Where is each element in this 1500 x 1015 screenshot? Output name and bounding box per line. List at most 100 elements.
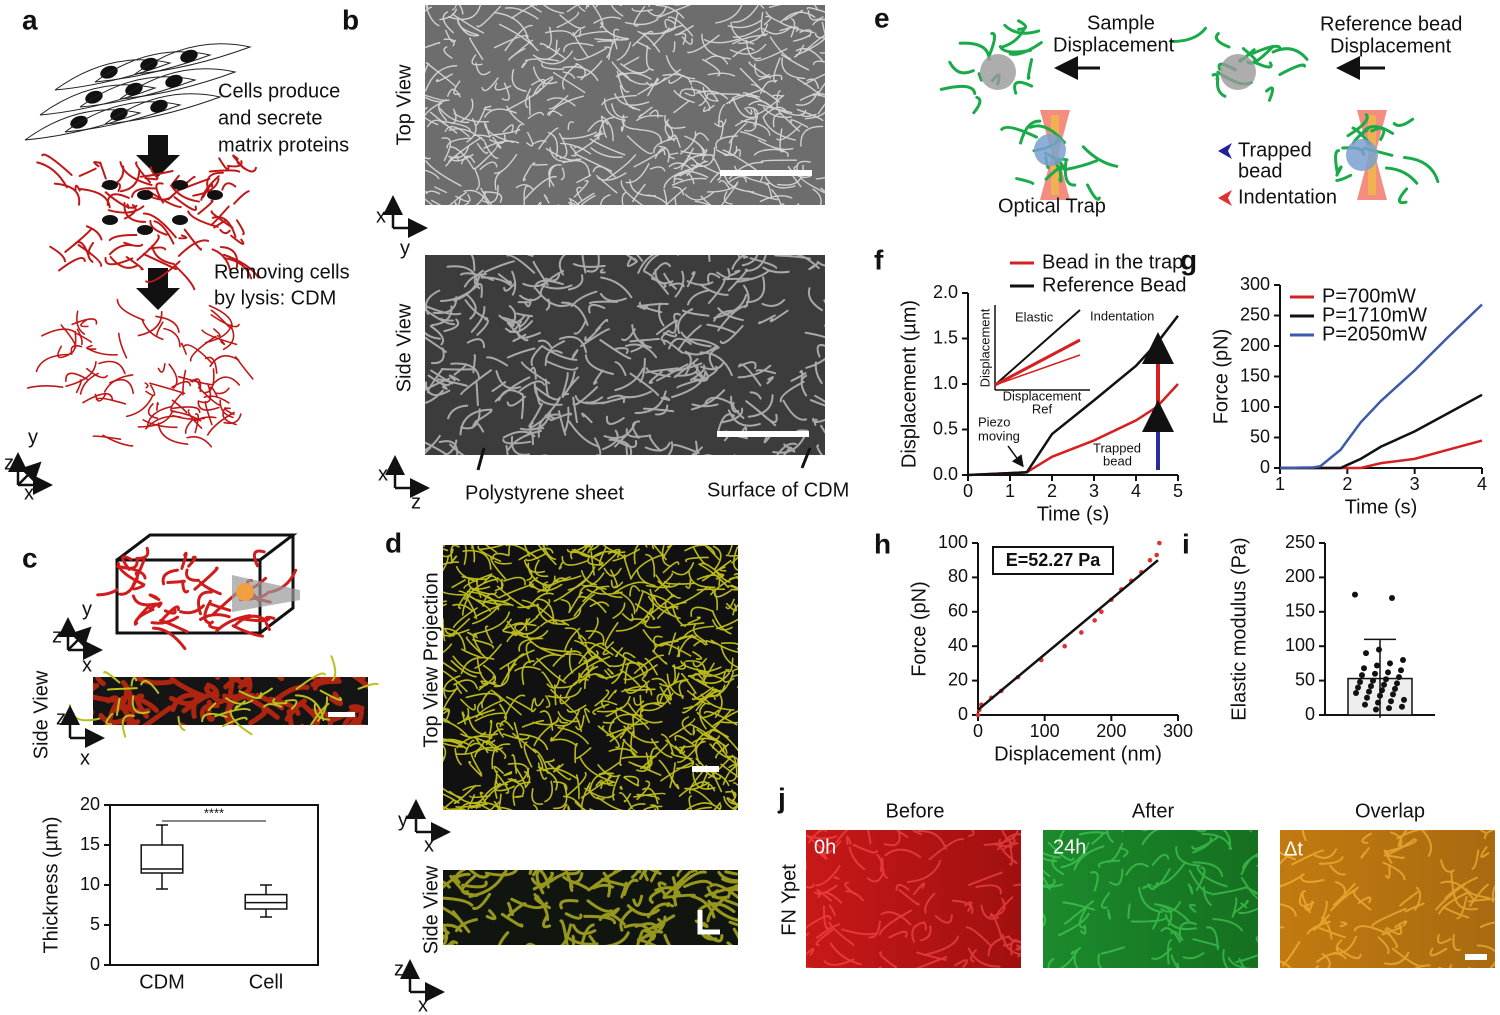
fiber [482, 191, 503, 203]
fiber [579, 757, 616, 784]
fiber [1170, 954, 1179, 968]
fiber [189, 335, 217, 362]
fiber [836, 290, 863, 300]
point [1370, 677, 1376, 684]
fiber [619, 785, 623, 790]
fiber [473, 611, 510, 635]
fiber [915, 955, 948, 968]
point [1385, 669, 1391, 676]
x-axis-label: Displacement (nm) [994, 743, 1162, 765]
fiber [104, 722, 111, 725]
fiber [806, 78, 820, 89]
fiber [623, 776, 640, 787]
fiber [726, 883, 738, 899]
fiber [594, 437, 602, 455]
fiber [692, 726, 696, 736]
fiber [182, 369, 187, 396]
fiber [610, 646, 646, 666]
fiber [542, 516, 559, 539]
fiber [80, 319, 89, 328]
fiber [663, 518, 688, 530]
fiber [612, 437, 638, 448]
fiber [567, 805, 571, 810]
fiber [481, 77, 499, 92]
fiber [489, 134, 506, 144]
fiber [569, 881, 589, 892]
fiber [749, 391, 762, 400]
fiber [659, 672, 680, 687]
fiber [562, 159, 591, 177]
fiber [1047, 841, 1075, 861]
fiber [122, 556, 139, 570]
fiber [572, 263, 606, 268]
panel-label: j [777, 782, 786, 813]
fiber [624, 18, 659, 26]
fiber [967, 871, 1003, 886]
fiber [701, 58, 721, 77]
fiber [1008, 814, 1012, 829]
point [1359, 672, 1365, 679]
fiber [504, 7, 539, 20]
fiber [206, 411, 235, 436]
fiber [651, 545, 655, 550]
fiber [425, 434, 441, 452]
fiber [235, 219, 245, 236]
fiber [602, 545, 626, 554]
fiber [134, 604, 151, 625]
fiber [671, 562, 695, 576]
fiber [591, 883, 615, 890]
fiber [603, 567, 622, 577]
fiber [728, 122, 747, 144]
fiber [685, 556, 709, 563]
fiber [1026, 872, 1036, 895]
fiber [1235, 954, 1258, 964]
fiber [222, 253, 260, 279]
point [1399, 703, 1405, 710]
fiber [1306, 920, 1331, 935]
fiber [1479, 921, 1495, 929]
fiber [581, 852, 610, 863]
fiber [1350, 972, 1379, 978]
legend-label: P=2050mW [1322, 323, 1427, 345]
fiber [493, 765, 504, 774]
fiber [187, 210, 219, 228]
fiber [716, 618, 738, 630]
fiber [419, 223, 449, 243]
fiber [399, 540, 425, 558]
fiber [214, 707, 251, 718]
fiber [717, 413, 735, 432]
fiber [139, 170, 174, 178]
fiber [710, 575, 738, 596]
fiber [478, 545, 505, 551]
fiber [422, 760, 436, 785]
fiber [711, 610, 732, 635]
fiber [816, 980, 837, 1003]
fiber [594, 671, 623, 679]
fiber [443, 661, 457, 673]
fiber [1090, 871, 1099, 892]
fiber [528, 402, 544, 428]
fiber [497, 931, 510, 945]
fiber [674, 819, 677, 830]
fiber [722, 670, 735, 683]
panel-label: h [874, 528, 891, 559]
fiber [706, 323, 737, 335]
fiber [657, 580, 681, 588]
fiber [425, 94, 450, 102]
fiber [221, 716, 248, 728]
y-tick-label: 0 [90, 954, 100, 974]
fiber [718, 803, 722, 810]
fiber [670, 371, 707, 399]
fiber [620, 822, 643, 836]
fiber [597, 172, 627, 181]
fiber [632, 30, 654, 47]
fiber [612, 775, 620, 801]
fiber [374, 693, 406, 705]
fiber [948, 60, 975, 75]
fiber [532, 66, 558, 85]
fiber [674, 734, 697, 748]
fiber [537, 598, 555, 625]
y-tick-label: 60 [948, 601, 968, 621]
fiber [521, 60, 528, 69]
